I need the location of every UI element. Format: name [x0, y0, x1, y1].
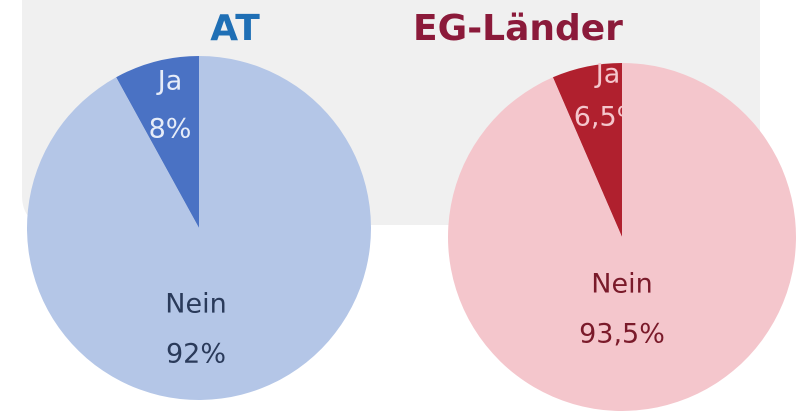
- slice-value-label: 8%: [149, 114, 192, 145]
- slice-value-label: 92%: [166, 339, 226, 370]
- slice-value-label: 93,5%: [579, 319, 665, 350]
- pie-slice: [448, 63, 797, 411]
- pie-slice: [26, 56, 371, 400]
- slice-category: Nein: [165, 289, 226, 320]
- chart-title: AT: [210, 8, 260, 49]
- pie-slice: [552, 63, 622, 237]
- slice-value-label: 6,5%: [574, 102, 643, 133]
- slice-category: Ja: [594, 59, 621, 90]
- slice-category: Nein: [591, 269, 652, 300]
- slice-category: Ja: [156, 66, 183, 97]
- pie-slice: [116, 56, 199, 228]
- chart-title: EG-Länder: [413, 8, 623, 49]
